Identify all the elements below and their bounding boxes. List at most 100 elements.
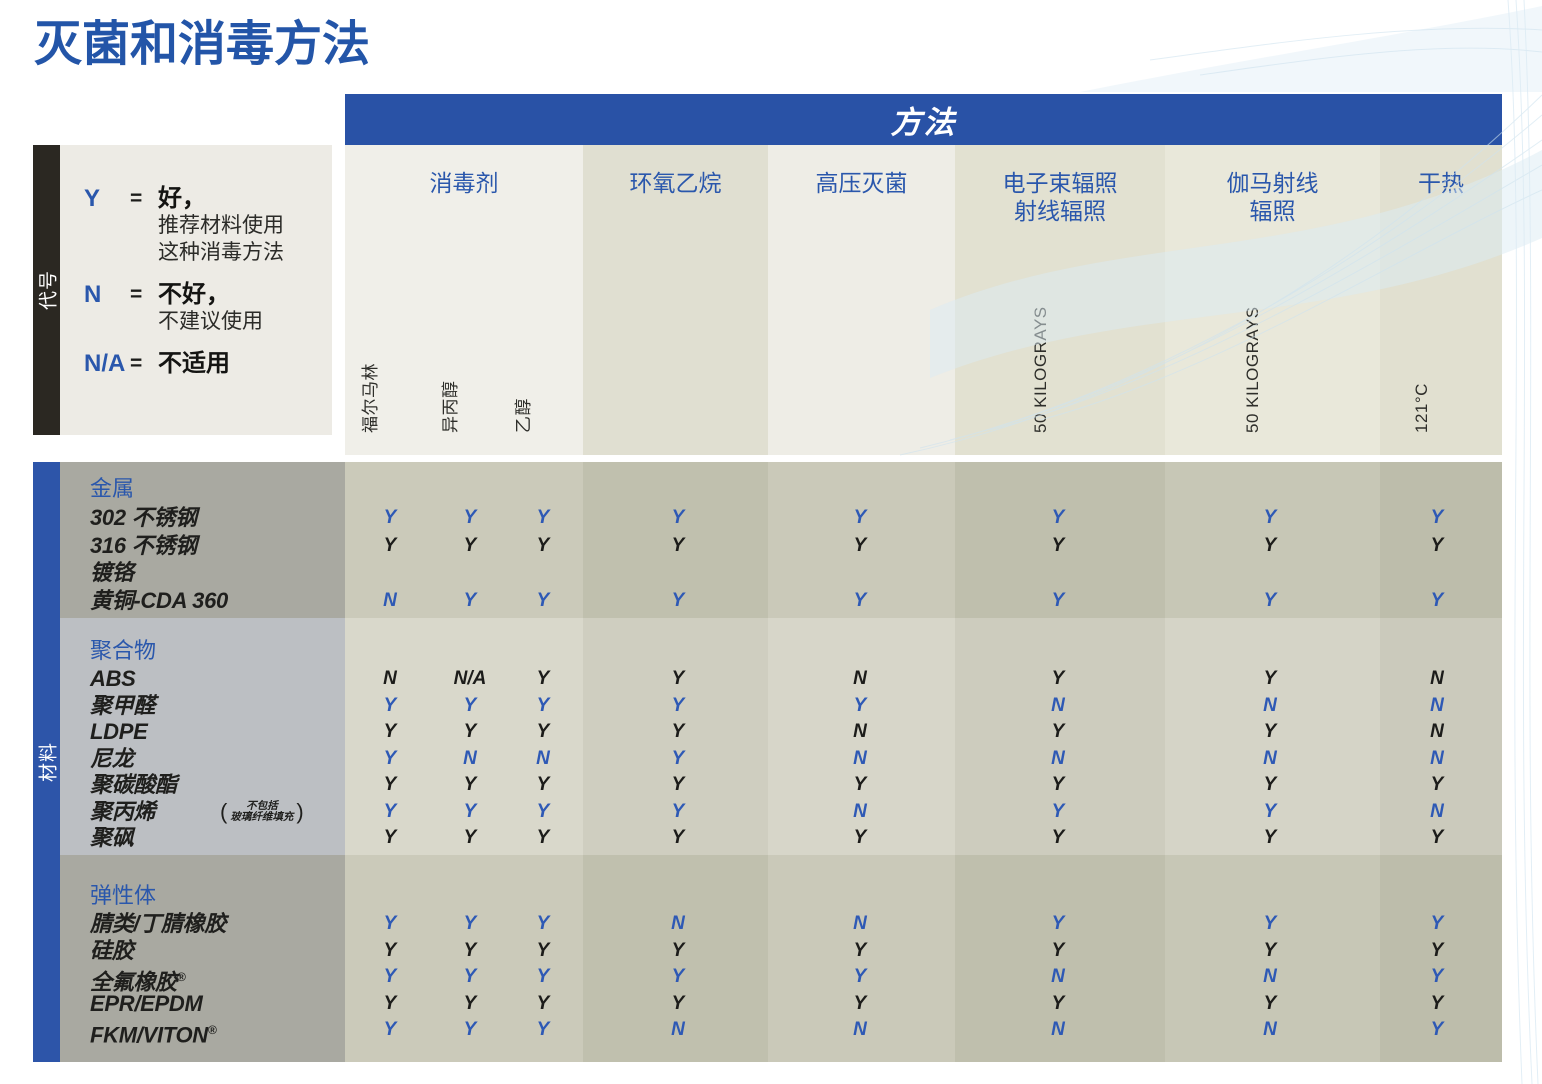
- material-name: 302 不锈钢: [90, 505, 197, 530]
- method-column-3: 高压灭菌: [768, 145, 955, 455]
- legend-code: Y: [84, 185, 101, 212]
- cell-value: Y: [1051, 507, 1065, 528]
- cell-value: Y: [1263, 534, 1277, 556]
- cell-value: Y: [1430, 534, 1444, 556]
- cell-value: Y: [1263, 507, 1277, 528]
- group-title: 聚合物: [90, 638, 157, 663]
- method-column-5: 伽马射线 辐照 50 KILOGRAYS: [1165, 145, 1380, 455]
- method-column-6: 干热 121°C: [1380, 145, 1502, 455]
- cell-value: Y: [853, 534, 867, 556]
- material-note: (不包括 玻璃纤维填充): [220, 798, 304, 824]
- legend-side-label: 代号: [38, 269, 59, 311]
- cell-value: Y: [671, 966, 685, 987]
- cell-value: Y: [853, 939, 867, 961]
- methods-header-label: 方法: [890, 105, 957, 140]
- cell-value: Y: [463, 1019, 477, 1040]
- cell-value: Y: [671, 827, 685, 848]
- material-group: 弹性体 腈类/丁腈橡胶 Y Y Y N N Y Y Y 硅胶 Y Y Y Y Y Y Y Y 全氟橡胶® Y Y Y Y Y N N…: [60, 855, 1502, 1062]
- cell-value: Y: [1263, 992, 1277, 1014]
- cell-value: Y: [383, 800, 397, 822]
- cell-value: N: [1430, 800, 1444, 822]
- material-name: 尼龙: [90, 745, 134, 771]
- cell-value: Y: [853, 589, 867, 611]
- method-column-label: 消毒剂: [429, 170, 499, 196]
- cell-value: Y: [463, 694, 477, 716]
- material-name: 黄铜-CDA 360: [90, 587, 228, 613]
- cell-value: N: [671, 1019, 685, 1040]
- table-row: 硅胶 Y Y Y Y Y Y Y Y: [60, 938, 1502, 965]
- cell-value: Y: [1263, 800, 1277, 822]
- cell-value: Y: [383, 747, 397, 769]
- legend-side-bar: 代号: [33, 145, 60, 435]
- material-name: ABS: [90, 666, 136, 691]
- method-column-4: 电子束辐照 射线辐照 50 KILOGRAYS: [955, 145, 1165, 455]
- cell-value: N: [671, 913, 685, 934]
- method-column-label: 高压灭菌: [815, 170, 908, 196]
- cell-value: N: [1430, 747, 1444, 769]
- cell-value: Y: [1051, 827, 1065, 848]
- material-group: 金属 302 不锈钢 Y Y Y Y Y Y Y Y 316 不锈钢 Y Y Y Y Y Y Y Y 镀铬 黄铜-CDA…: [60, 462, 1502, 618]
- cell-value: Y: [383, 507, 397, 528]
- cell-value: Y: [1430, 1019, 1444, 1040]
- table-row: EPR/EPDM Y Y Y Y Y Y Y Y: [60, 991, 1502, 1018]
- cell-value: Y: [536, 827, 550, 848]
- material-name: EPR/EPDM: [90, 990, 203, 1016]
- cell-value: N: [853, 747, 867, 769]
- cell-value: N: [1263, 747, 1277, 769]
- cell-value: Y: [536, 966, 550, 987]
- material-name: 聚甲醛: [90, 692, 156, 718]
- cell-value: N: [1430, 694, 1444, 716]
- cell-value: Y: [463, 913, 477, 934]
- cell-value: Y: [383, 534, 397, 556]
- material-name: 硅胶: [90, 937, 134, 963]
- cell-value: Y: [1051, 913, 1065, 934]
- materials-side-bar: 材料: [33, 462, 60, 1062]
- cell-value: Y: [1263, 827, 1277, 848]
- cell-value: Y: [1263, 913, 1277, 934]
- cell-value: Y: [853, 827, 867, 848]
- material-name: 316 不锈钢: [90, 532, 197, 558]
- legend-entry-n-a: N/A = 不适用: [84, 350, 332, 377]
- cell-value: N: [853, 668, 867, 689]
- table-row: 尼龙 Y N N Y N N N N: [60, 746, 1502, 773]
- cell-value: Y: [1430, 774, 1444, 795]
- cell-value: Y: [671, 589, 685, 611]
- legend-text: 不适用: [158, 350, 332, 377]
- cell-value: Y: [383, 939, 397, 961]
- cell-value: Y: [671, 747, 685, 769]
- cell-value: N: [1051, 747, 1065, 769]
- legend-description: 推荐材料使用: [158, 214, 284, 237]
- cell-value: Y: [383, 694, 397, 716]
- group-title: 金属: [90, 476, 135, 501]
- cell-value: Y: [1263, 939, 1277, 961]
- method-column-1: 消毒剂 福尔马林 异丙醇 乙醇: [345, 145, 583, 455]
- cell-value: Y: [536, 694, 550, 716]
- materials-side-label: 材料: [38, 741, 59, 783]
- cell-value: Y: [383, 721, 397, 742]
- cell-value: N: [383, 589, 397, 611]
- legend-text: 好， 推荐材料使用 这种消毒方法: [158, 185, 332, 266]
- group-title: 弹性体: [90, 883, 157, 908]
- cell-value: N: [853, 1019, 867, 1040]
- cell-value: Y: [1051, 534, 1065, 556]
- cell-value: Y: [1430, 992, 1444, 1014]
- cell-value: Y: [1051, 939, 1065, 961]
- cell-value: Y: [383, 992, 397, 1014]
- cell-value: Y: [1263, 774, 1277, 795]
- table-row: ABS N N/A Y Y N Y Y N: [60, 666, 1502, 693]
- cell-value: Y: [463, 507, 477, 528]
- cell-value: Y: [1430, 966, 1444, 987]
- cell-value: Y: [671, 939, 685, 961]
- method-column-headers: 消毒剂 福尔马林 异丙醇 乙醇 环氧乙烷 高压灭菌 电子束辐照 射线辐照 50 KILOGRAY…: [345, 145, 1502, 455]
- cell-value: Y: [463, 589, 477, 611]
- cell-value: Y: [1051, 992, 1065, 1014]
- cell-value: Y: [1430, 827, 1444, 848]
- cell-value: Y: [853, 694, 867, 716]
- cell-value: Y: [1430, 589, 1444, 611]
- cell-value: Y: [1051, 589, 1065, 611]
- cell-value: Y: [463, 800, 477, 822]
- table-row: FKM/VITON® Y Y Y N N N N Y: [60, 1017, 1502, 1047]
- legend-entry-y: Y = 好， 推荐材料使用 这种消毒方法: [84, 185, 332, 266]
- cell-value: N: [1263, 1019, 1277, 1040]
